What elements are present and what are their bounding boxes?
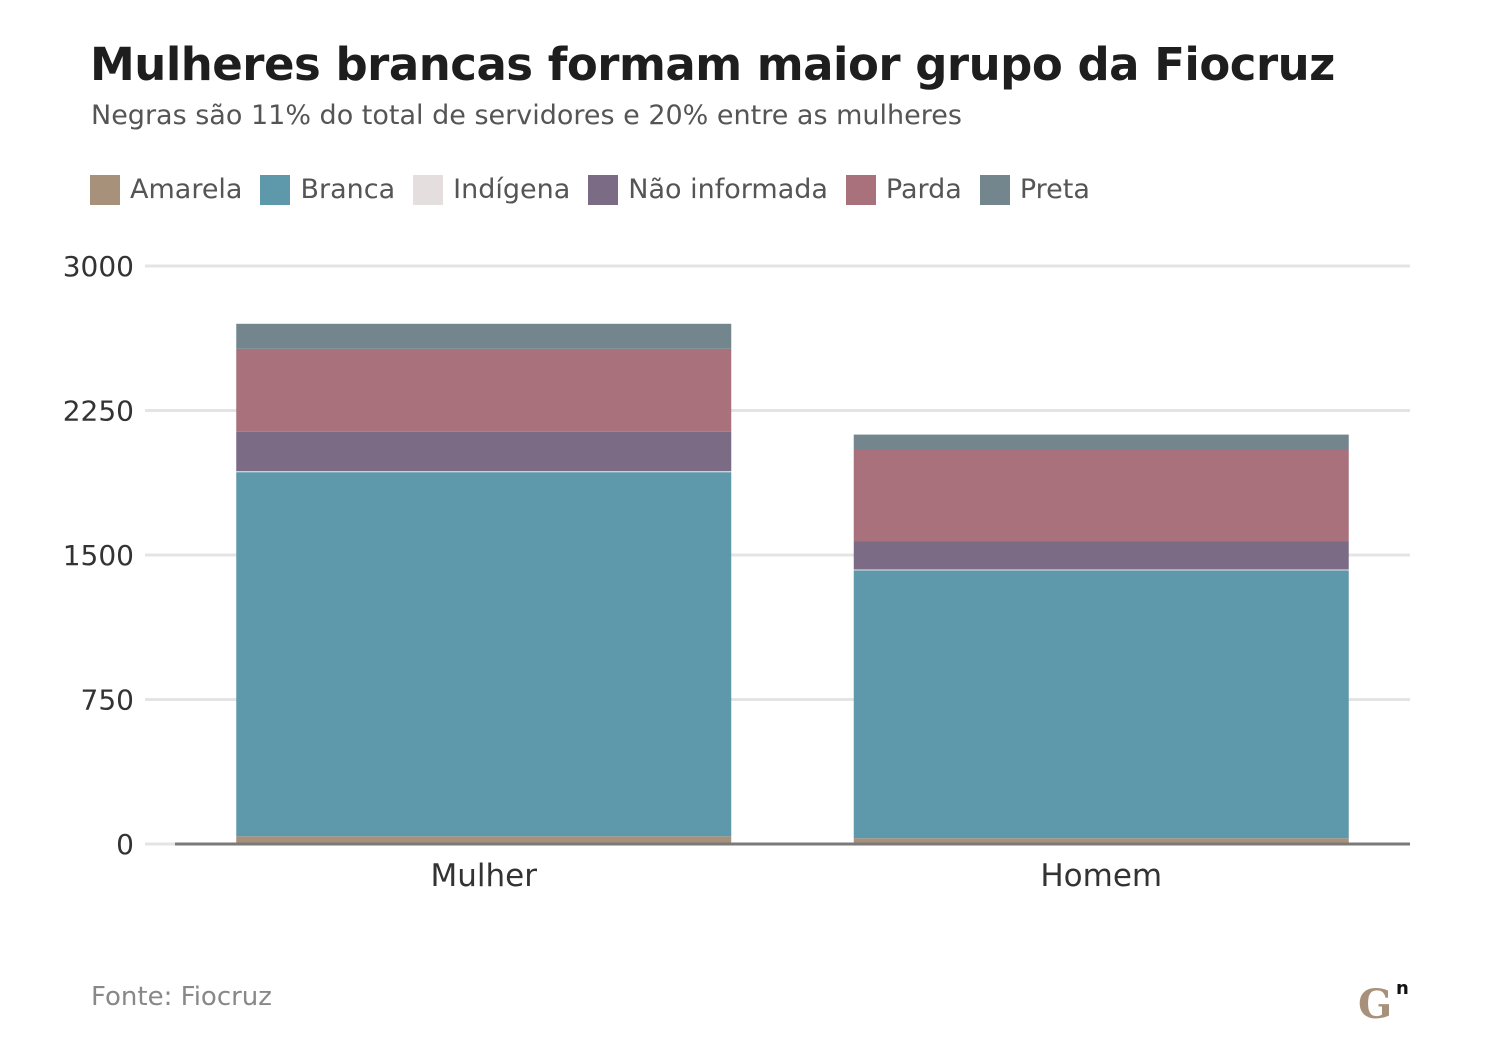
- x-tick-label: Homem: [1040, 858, 1162, 894]
- bar-segment-amarela-homem: [853, 838, 1349, 844]
- chart-title: Mulheres brancas formam maior grupo da F…: [90, 38, 1335, 91]
- legend-item-indigena: Indígena: [413, 174, 570, 205]
- legend-item-amarela: Amarela: [90, 174, 242, 205]
- legend-swatch: [979, 174, 1010, 205]
- y-tick-label: 2250: [63, 395, 134, 428]
- bar-segment-indigena-homem: [853, 569, 1349, 571]
- bar-segment-nao-informada-mulher: [236, 431, 732, 472]
- svg-text:n: n: [1396, 978, 1409, 999]
- y-tick-label: 1500: [63, 539, 134, 572]
- legend-swatch: [588, 174, 619, 205]
- bar-segment-preta-homem: [853, 434, 1349, 450]
- bar-segment-preta-mulher: [236, 323, 732, 349]
- bar-segment-parda-mulher: [236, 348, 732, 432]
- legend-swatch: [260, 174, 291, 205]
- source-note: Fonte: Fiocruz: [91, 982, 272, 1012]
- chart-subtitle: Negras são 11% do total de servidores e …: [91, 100, 962, 131]
- legend-swatch: [90, 174, 120, 205]
- gn-logo-icon: G n: [1358, 978, 1409, 1022]
- legend-label: Amarela: [130, 174, 243, 205]
- legend-label: Parda: [885, 174, 962, 205]
- legend-swatch: [845, 174, 876, 205]
- bar-segment-branca-mulher: [236, 472, 732, 837]
- legend-label: Indígena: [453, 174, 571, 205]
- bar-segment-amarela-mulher: [236, 836, 732, 844]
- legend-swatch: [413, 174, 444, 205]
- legend-item-preta: Preta: [979, 174, 1090, 205]
- y-tick-label: 750: [81, 684, 134, 717]
- y-tick-label: 3000: [63, 250, 134, 283]
- bar-segment-branca-homem: [853, 570, 1349, 839]
- bar-segment-parda-homem: [853, 449, 1349, 542]
- legend-item-parda: Parda: [845, 174, 962, 205]
- legend-label: Não informada: [628, 174, 828, 205]
- x-tick-label: Mulher: [431, 858, 538, 894]
- y-tick-label: 0: [116, 828, 134, 861]
- svg-text:G: G: [1358, 981, 1392, 1022]
- bar-segment-nao-informada-homem: [853, 541, 1349, 570]
- legend-item-branca: Branca: [260, 174, 395, 205]
- legend-label: Branca: [300, 174, 396, 205]
- bar-segment-indigena-mulher: [236, 471, 732, 473]
- legend-label: Preta: [1019, 174, 1090, 205]
- chart-legend: Amarela Branca Indígena Não informada Parda P…: [90, 174, 1108, 205]
- legend-item-nao-informada: Não informada: [588, 174, 828, 205]
